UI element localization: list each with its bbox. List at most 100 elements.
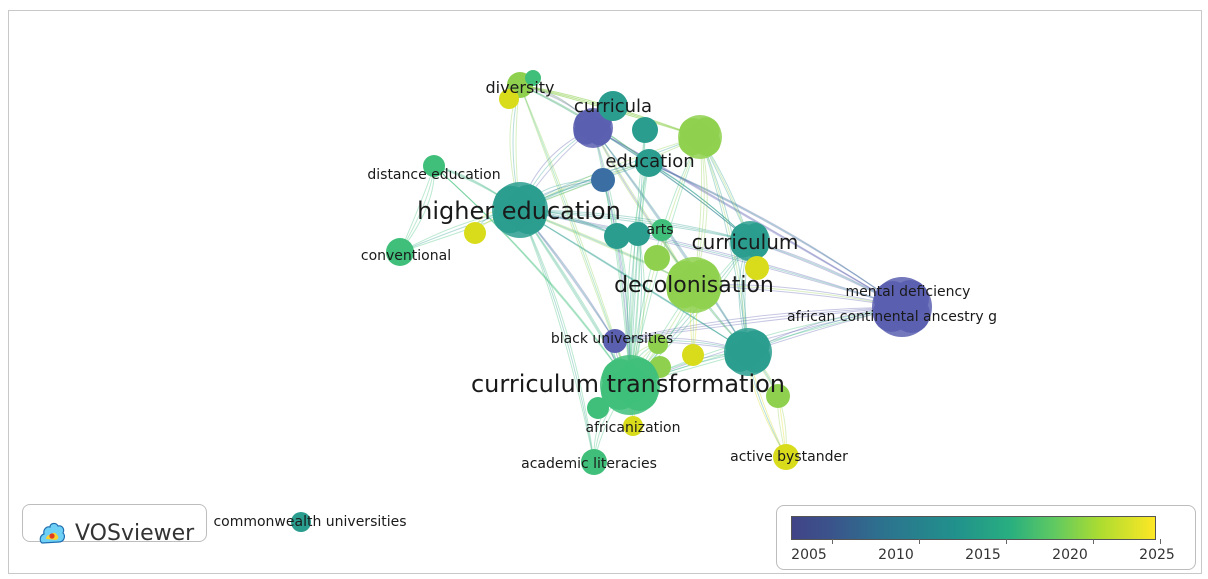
- legend-tick: [1006, 539, 1007, 544]
- link-line: [519, 209, 749, 353]
- node-circle: [745, 256, 769, 280]
- node-bu2[interactable]: [648, 334, 668, 354]
- label-diversity[interactable]: diversity: [485, 78, 554, 97]
- node-circle: [678, 115, 722, 159]
- legend-tick: [919, 539, 920, 544]
- node-africanization[interactable]: [623, 416, 643, 436]
- link-line: [519, 209, 903, 308]
- node-ed3[interactable]: [591, 168, 615, 192]
- node-decolonisation[interactable]: [666, 257, 722, 313]
- label-layer: diversity curricula education distance e…: [213, 78, 997, 530]
- node-black[interactable]: [603, 329, 627, 353]
- node-circle: [573, 108, 613, 148]
- label-africanization[interactable]: africanization: [586, 420, 681, 436]
- node-circle: [386, 238, 414, 266]
- legend-tick: [832, 539, 833, 544]
- label-distance-education[interactable]: distance education: [367, 167, 500, 183]
- node-conv1[interactable]: [464, 222, 486, 244]
- label-black-universities[interactable]: black universities: [551, 331, 673, 347]
- node-hub[interactable]: [724, 328, 772, 376]
- node-afr1[interactable]: [587, 397, 609, 419]
- node-circle: [766, 384, 790, 408]
- link-line: [648, 162, 903, 308]
- link-line: [519, 209, 903, 308]
- node-circle: [682, 344, 704, 366]
- node-bu3[interactable]: [682, 344, 704, 366]
- link-line: [592, 127, 631, 386]
- node-circle: [603, 329, 627, 353]
- link-line: [592, 127, 751, 242]
- label-commonwealth-universities[interactable]: commonwealth universities: [213, 514, 406, 530]
- link-line: [592, 127, 631, 386]
- node-conventional[interactable]: [386, 238, 414, 266]
- node-div3[interactable]: [525, 70, 541, 86]
- node-circle: [423, 155, 445, 177]
- link-line: [592, 127, 903, 308]
- node-c3[interactable]: [632, 117, 658, 143]
- node-education[interactable]: [635, 149, 663, 177]
- node-circle: [626, 222, 650, 246]
- node-decol4[interactable]: [745, 256, 769, 280]
- link-line: [592, 127, 751, 242]
- label-academic-literacies[interactable]: academic literacies: [521, 456, 657, 472]
- node-arts2[interactable]: [626, 222, 650, 246]
- node-circle: [632, 117, 658, 143]
- node-distance[interactable]: [423, 155, 445, 177]
- node-circle: [651, 219, 673, 241]
- node-layer: [291, 70, 932, 532]
- link-line: [433, 165, 631, 386]
- link-line: [519, 209, 595, 463]
- link-line: [519, 209, 595, 463]
- node-curriculum[interactable]: [730, 221, 770, 261]
- legend-tick: [1160, 539, 1161, 544]
- node-circle: [600, 355, 660, 415]
- color-legend: 2005 2010 2015 2020 2025: [776, 505, 1196, 570]
- link-line: [519, 209, 751, 242]
- label-education[interactable]: education: [605, 151, 694, 172]
- node-circle: [598, 91, 628, 121]
- label-curriculum[interactable]: curriculum: [692, 230, 799, 254]
- node-circle: [587, 397, 609, 419]
- link-line: [519, 209, 595, 463]
- node-active[interactable]: [773, 444, 799, 470]
- legend-label-2025: 2025: [1139, 547, 1175, 563]
- legend-tick: [1093, 539, 1094, 544]
- label-curriculum-transformation[interactable]: curriculum transformation: [471, 370, 785, 398]
- label-arts[interactable]: arts: [646, 222, 673, 238]
- label-mental-deficiency[interactable]: mental deficiency: [846, 284, 971, 300]
- node-curricula[interactable]: [573, 108, 613, 148]
- vosviewer-logo-text: VOSviewer: [75, 521, 195, 546]
- node-academic[interactable]: [581, 449, 607, 475]
- label-active-bystander[interactable]: active bystander: [730, 449, 848, 465]
- link-line: [626, 162, 650, 386]
- node-decol1[interactable]: [644, 245, 670, 271]
- link-line: [614, 306, 903, 342]
- node-circle: [635, 149, 663, 177]
- node-mental[interactable]: [872, 277, 932, 337]
- node-circle: [499, 89, 519, 109]
- node-diversity2[interactable]: [499, 89, 519, 109]
- link-line: [648, 162, 903, 308]
- vosviewer-logo: VOSviewer: [22, 504, 207, 546]
- node-arts1[interactable]: [604, 223, 630, 249]
- node-ab1[interactable]: [766, 384, 790, 408]
- label-higher-education[interactable]: higher education: [417, 197, 621, 225]
- node-circle: [644, 245, 670, 271]
- node-ed1[interactable]: [678, 115, 722, 159]
- node-ct[interactable]: [600, 355, 660, 415]
- node-higher[interactable]: [492, 182, 548, 238]
- label-decolonisation[interactable]: decolonisation: [614, 273, 774, 298]
- link-line: [519, 209, 751, 242]
- node-circle: [291, 512, 311, 532]
- node-circle: [872, 277, 932, 337]
- label-curricula[interactable]: curricula: [574, 96, 652, 117]
- node-circle: [648, 334, 668, 354]
- node-curricula2[interactable]: [598, 91, 628, 121]
- node-arts3[interactable]: [651, 219, 673, 241]
- link-line: [592, 127, 749, 353]
- vosviewer-logo-icon: [39, 522, 65, 544]
- node-commonwealth[interactable]: [291, 512, 311, 532]
- label-conventional[interactable]: conventional: [361, 248, 451, 264]
- label-african-ancestry[interactable]: african continental ancestry g: [787, 309, 997, 325]
